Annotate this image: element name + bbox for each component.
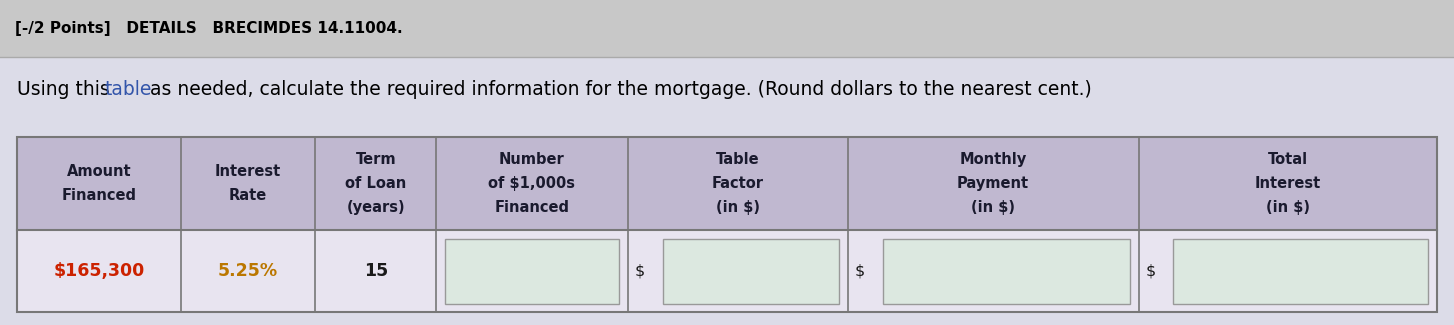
Bar xyxy=(17,136,1437,312)
Bar xyxy=(17,230,1437,312)
Text: $: $ xyxy=(855,264,865,279)
Text: as needed, calculate the required information for the mortgage. (Round dollars t: as needed, calculate the required inform… xyxy=(144,80,1092,99)
Text: Interest: Interest xyxy=(1255,176,1320,191)
Text: Number: Number xyxy=(499,151,564,167)
Text: Amount: Amount xyxy=(67,164,131,179)
Text: Financed: Financed xyxy=(494,200,570,215)
Bar xyxy=(445,239,619,304)
Bar xyxy=(0,0,1454,57)
Text: 15: 15 xyxy=(364,262,388,280)
Text: (in $): (in $) xyxy=(971,200,1015,215)
Text: [-/2 Points]   DETAILS   BRECIMDES 14.11004.: [-/2 Points] DETAILS BRECIMDES 14.11004. xyxy=(15,21,403,36)
Text: Interest: Interest xyxy=(215,164,281,179)
Bar xyxy=(17,136,1437,230)
Text: Total: Total xyxy=(1268,151,1307,167)
Text: of Loan: of Loan xyxy=(345,176,407,191)
Text: $: $ xyxy=(1146,264,1156,279)
Text: of $1,000s: of $1,000s xyxy=(489,176,576,191)
Text: Monthly: Monthly xyxy=(960,151,1027,167)
Text: Table: Table xyxy=(715,151,759,167)
Text: 5.25%: 5.25% xyxy=(218,262,278,280)
Text: Factor: Factor xyxy=(711,176,763,191)
Text: Financed: Financed xyxy=(61,188,137,203)
Text: table: table xyxy=(105,80,153,99)
Text: (in $): (in $) xyxy=(1265,200,1310,215)
Text: $165,300: $165,300 xyxy=(54,262,144,280)
Text: Using this: Using this xyxy=(17,80,116,99)
Text: (in $): (in $) xyxy=(715,200,759,215)
Text: Rate: Rate xyxy=(228,188,268,203)
Bar xyxy=(1173,239,1428,304)
Text: $: $ xyxy=(635,264,646,279)
Bar xyxy=(883,239,1130,304)
Bar xyxy=(663,239,839,304)
Text: (years): (years) xyxy=(346,200,406,215)
Text: Term: Term xyxy=(355,151,395,167)
Text: Payment: Payment xyxy=(957,176,1029,191)
